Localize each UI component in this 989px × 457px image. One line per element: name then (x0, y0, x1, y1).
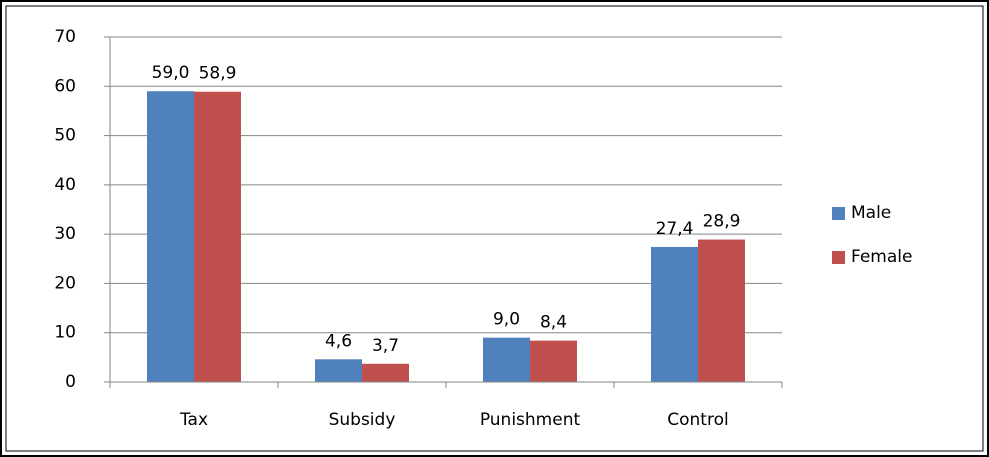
legend-label: Male (851, 203, 891, 223)
y-tick-label: 40 (54, 175, 76, 195)
bar (147, 91, 194, 382)
value-label: 58,9 (199, 64, 237, 84)
x-tick-label: Subsidy (329, 410, 396, 430)
bar (362, 363, 409, 382)
y-tick-label: 0 (65, 372, 76, 392)
y-tick-label: 50 (54, 126, 76, 146)
value-label: 28,9 (703, 212, 741, 232)
x-tick-label: Control (667, 410, 728, 430)
inner-frame (5, 5, 984, 452)
legend-label: Female (851, 247, 912, 267)
y-tick-label: 30 (54, 224, 76, 244)
bar (651, 246, 698, 382)
y-tick-label: 20 (54, 273, 76, 293)
bar (530, 340, 577, 382)
value-label: 4,6 (325, 331, 352, 351)
x-tick-label: Tax (179, 410, 208, 430)
bar (483, 337, 530, 382)
bar (194, 91, 241, 382)
value-label: 8,4 (540, 313, 567, 333)
value-label: 59,0 (152, 63, 190, 83)
bar (315, 359, 362, 382)
bar (698, 239, 745, 382)
legend-swatch (832, 251, 845, 264)
y-tick-label: 70 (54, 27, 76, 47)
value-label: 3,7 (372, 336, 399, 356)
y-tick-label: 10 (54, 323, 76, 343)
y-tick-label: 60 (54, 76, 76, 96)
legend-swatch (832, 207, 845, 220)
x-tick-label: Punishment (480, 410, 581, 430)
value-label: 27,4 (656, 219, 694, 239)
value-label: 9,0 (493, 310, 520, 330)
